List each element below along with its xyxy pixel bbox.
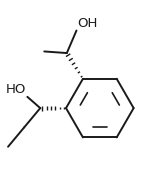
- Text: OH: OH: [77, 17, 98, 30]
- Text: HO: HO: [6, 83, 27, 96]
